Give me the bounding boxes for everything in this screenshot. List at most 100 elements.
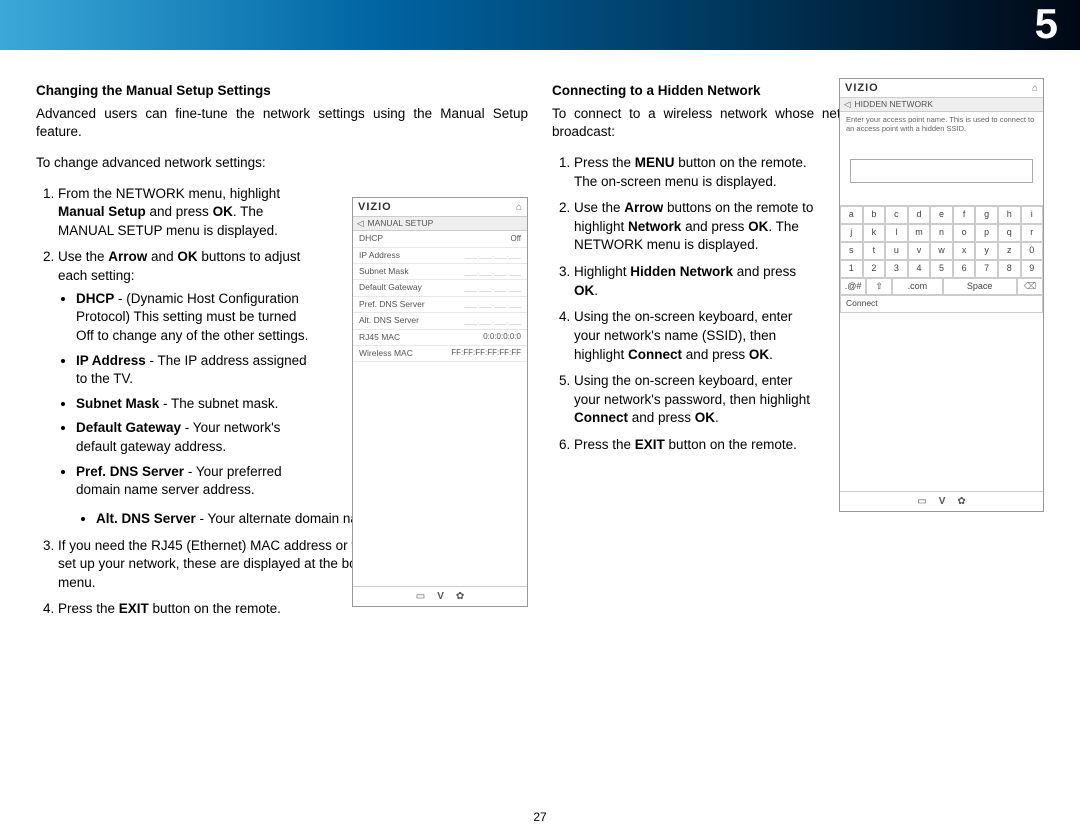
key-7[interactable]: 7 xyxy=(975,260,998,278)
gear-icon: ✿ xyxy=(957,496,965,507)
t: OK xyxy=(574,283,594,298)
t: and press xyxy=(733,264,796,279)
t: Using the on-screen keyboard, enter your… xyxy=(574,373,810,407)
key-s[interactable]: s xyxy=(840,242,863,260)
t: Connect xyxy=(628,347,682,362)
key-n[interactable]: n xyxy=(930,224,953,242)
page-number: 27 xyxy=(0,810,1080,824)
home-icon: ⌂ xyxy=(516,202,522,213)
t: and press xyxy=(682,347,749,362)
chapter-header: 5 xyxy=(0,0,1080,50)
back-icon: ◁ xyxy=(357,219,364,228)
t: Network xyxy=(628,219,681,234)
t: OK xyxy=(695,410,715,425)
key-g[interactable]: g xyxy=(975,206,998,224)
key-z[interactable]: z xyxy=(998,242,1021,260)
key-t[interactable]: t xyxy=(863,242,886,260)
key-v[interactable]: v xyxy=(908,242,931,260)
key-symbols[interactable]: .@# xyxy=(840,278,866,296)
v-icon: V xyxy=(437,591,444,602)
t: OK xyxy=(749,347,769,362)
t: OK xyxy=(213,204,233,219)
key-f[interactable]: f xyxy=(953,206,976,224)
t: - The subnet mask. xyxy=(159,396,278,411)
key-backspace[interactable]: ⌫ xyxy=(1017,278,1043,296)
t: Subnet Mask xyxy=(76,396,159,411)
panel-footer: ▭ V ✿ xyxy=(353,586,527,606)
key-w[interactable]: w xyxy=(930,242,953,260)
key-0[interactable]: 0 xyxy=(1021,242,1044,260)
wide-icon: ▭ xyxy=(917,496,926,507)
key-b[interactable]: b xyxy=(863,206,886,224)
panel-header: VIZIO ⌂ xyxy=(840,79,1043,98)
lead-left: To change advanced network settings: xyxy=(36,154,528,173)
key-h[interactable]: h xyxy=(998,206,1021,224)
home-icon: ⌂ xyxy=(1032,83,1038,94)
key-6[interactable]: 6 xyxy=(953,260,976,278)
page-body: Changing the Manual Setup Settings Advan… xyxy=(0,50,1080,647)
key-l[interactable]: l xyxy=(885,224,908,242)
key-1[interactable]: 1 xyxy=(840,260,863,278)
key-shift[interactable]: ⇧ xyxy=(866,278,892,296)
t: Connect xyxy=(574,410,628,425)
t: . xyxy=(594,283,598,298)
key-k[interactable]: k xyxy=(863,224,886,242)
row-label: DHCP xyxy=(359,234,383,243)
ssid-input[interactable] xyxy=(850,159,1033,183)
key-2[interactable]: 2 xyxy=(863,260,886,278)
key-a[interactable]: a xyxy=(840,206,863,224)
key-connect[interactable]: Connect xyxy=(840,295,1043,312)
t: Press the xyxy=(58,601,119,616)
row-value xyxy=(465,317,521,326)
brand-label: VIZIO xyxy=(845,82,879,94)
t: Highlight xyxy=(574,264,630,279)
key-3[interactable]: 3 xyxy=(885,260,908,278)
key-r[interactable]: r xyxy=(1021,224,1044,242)
t: button on the remote. xyxy=(665,437,797,452)
chapter-number: 5 xyxy=(1035,0,1058,48)
t: OK xyxy=(748,219,768,234)
bullets: DHCP - (Dynamic Host Configuration Proto… xyxy=(58,290,316,500)
key-4[interactable]: 4 xyxy=(908,260,931,278)
row-label: RJ45 MAC xyxy=(359,333,400,342)
key-c[interactable]: c xyxy=(885,206,908,224)
v-icon: V xyxy=(939,496,946,507)
hidden-network-panel: VIZIO ⌂ ◁ HIDDEN NETWORK Enter your acce… xyxy=(839,78,1044,512)
key-i[interactable]: i xyxy=(1021,206,1044,224)
t: and press xyxy=(628,410,695,425)
key-u[interactable]: u xyxy=(885,242,908,260)
t: Pref. DNS Server xyxy=(76,464,184,479)
row-label: Pref. DNS Server xyxy=(359,300,425,309)
t: IP Address xyxy=(76,353,146,368)
t: button on the remote. xyxy=(149,601,281,616)
t: Use the xyxy=(574,200,624,215)
key-p[interactable]: p xyxy=(975,224,998,242)
panel-help: Enter your access point name. This is us… xyxy=(840,112,1043,137)
key-space[interactable]: Space xyxy=(943,278,1017,296)
t: Press the xyxy=(574,437,635,452)
panel-header: VIZIO ⌂ xyxy=(353,198,527,217)
key-9[interactable]: 9 xyxy=(1021,260,1044,278)
panel-footer: ▭ V ✿ xyxy=(840,491,1043,511)
key-dotcom[interactable]: .com xyxy=(892,278,942,296)
t: and press xyxy=(681,219,748,234)
step-2: Use the Arrow and OK buttons to adjust e… xyxy=(58,248,316,500)
key-m[interactable]: m xyxy=(908,224,931,242)
key-y[interactable]: y xyxy=(975,242,998,260)
t: Default Gateway xyxy=(76,420,181,435)
key-e[interactable]: e xyxy=(930,206,953,224)
key-o[interactable]: o xyxy=(953,224,976,242)
row-value xyxy=(465,251,521,260)
brand-label: VIZIO xyxy=(358,201,392,213)
key-5[interactable]: 5 xyxy=(930,260,953,278)
t: Manual Setup xyxy=(58,204,146,219)
key-8[interactable]: 8 xyxy=(998,260,1021,278)
key-q[interactable]: q xyxy=(998,224,1021,242)
section-title-left: Changing the Manual Setup Settings xyxy=(36,82,528,101)
key-x[interactable]: x xyxy=(953,242,976,260)
key-j[interactable]: j xyxy=(840,224,863,242)
row-label: Subnet Mask xyxy=(359,267,409,276)
t: EXIT xyxy=(119,601,149,616)
key-d[interactable]: d xyxy=(908,206,931,224)
t: Hidden Network xyxy=(630,264,733,279)
